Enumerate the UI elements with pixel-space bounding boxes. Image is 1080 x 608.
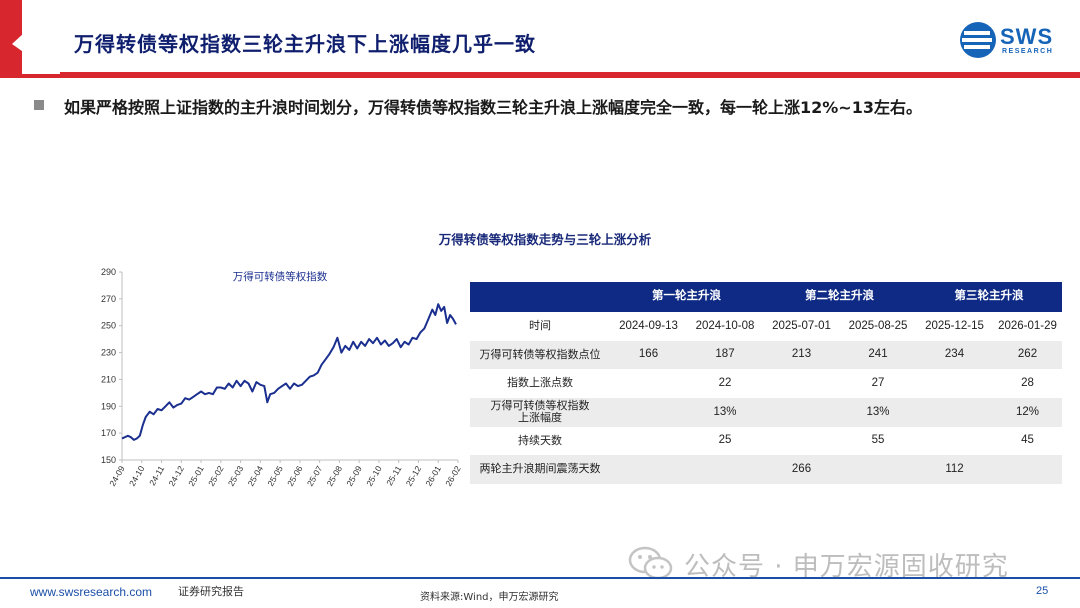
table-cell: 2025-08-25 <box>848 319 908 332</box>
table-cell <box>610 427 687 456</box>
header-banner <box>0 0 1080 78</box>
table-cell: 2025-12-15 <box>925 319 984 332</box>
x-tick-label: 25-05 <box>265 464 285 488</box>
table-cell: 241 <box>840 340 916 370</box>
table-cell: 55 <box>871 434 885 447</box>
footer-divider <box>0 577 1080 579</box>
table-cell <box>687 455 763 485</box>
table-cell <box>840 455 916 485</box>
chart-title: 万得可转债等权指数 <box>233 270 328 283</box>
x-tick-label: 25-03 <box>226 464 246 488</box>
table-cell: 112 <box>916 455 993 485</box>
table-row: 持续天数 25 55 45 <box>470 427 1062 456</box>
table-cell <box>763 398 840 427</box>
bullet-square-icon <box>34 100 44 110</box>
row-label: 时间 <box>529 320 551 333</box>
header-red-stripe <box>0 0 60 78</box>
table-row: 万得可转债等权指数上涨幅度 13% 13% 12% <box>470 398 1062 427</box>
x-tick-label: 25-10 <box>364 464 384 488</box>
table-cell <box>763 369 840 398</box>
slide-title: 万得转债等权指数三轮主升浪下上涨幅度几乎一致 <box>74 32 536 56</box>
row-label: 持续天数 <box>518 434 562 447</box>
y-tick-label: 150 <box>101 455 116 465</box>
y-tick-label: 230 <box>101 348 116 358</box>
table-cell <box>916 398 993 427</box>
table-cell: 2024-10-08 <box>695 319 755 332</box>
y-tick-label: 250 <box>101 321 116 331</box>
header-round-1: 第一轮主升浪 <box>610 282 763 312</box>
table-cell: 13% <box>840 398 916 427</box>
x-tick-label: 25-09 <box>344 464 364 488</box>
x-tick-label: 25-08 <box>325 464 345 488</box>
footer-data-source: 资料来源:Wind，申万宏源研究 <box>420 592 559 603</box>
table-cell: 2026-01-29 <box>998 319 1057 332</box>
x-tick-label: 25-12 <box>404 464 424 488</box>
y-tick-label: 170 <box>101 428 116 438</box>
x-tick-label: 25-04 <box>246 464 266 488</box>
table-header-row: 第一轮主升浪 第二轮主升浪 第三轮主升浪 <box>470 282 1062 312</box>
bullet-text: 如果严格按照上证指数的主升浪时间划分，万得转债等权指数三轮主升浪上涨幅度完全一致… <box>64 98 922 117</box>
page-number: 25 <box>1036 585 1049 597</box>
table-cell <box>610 398 687 427</box>
series-line-equal-weight-index <box>121 303 457 441</box>
x-tick-label: 24-12 <box>166 464 186 488</box>
table-row: 万得可转债等权指数点位 166 187 213 241 234 262 <box>470 340 1062 370</box>
table-cell: 262 <box>993 340 1062 370</box>
x-tick-label: 24-10 <box>127 464 147 488</box>
table-cell: 2025-07-01 <box>772 319 831 332</box>
table-cell <box>916 427 993 456</box>
table-cell: 166 <box>610 340 687 370</box>
y-tick-label: 290 <box>101 267 116 277</box>
logo-subtext: RESEARCH <box>1002 48 1054 55</box>
table-cell: 213 <box>763 340 840 370</box>
x-tick-label: 24-11 <box>147 464 166 488</box>
table-row: 两轮主升浪期间震荡天数 266 112 <box>470 455 1062 485</box>
table-cell: 234 <box>916 340 993 370</box>
table-cell: 25 <box>718 434 732 447</box>
logo-wordmark: SWS <box>1000 24 1054 49</box>
x-tick-label: 24-09 <box>107 464 127 488</box>
table-cell: 27 <box>871 377 885 390</box>
header-cell-empty <box>470 282 610 312</box>
table-cell: 45 <box>1021 434 1034 447</box>
table-cell: 266 <box>763 455 840 485</box>
header-underline <box>60 72 1080 78</box>
table-cell <box>763 427 840 456</box>
rally-analysis-table: 第一轮主升浪 第二轮主升浪 第三轮主升浪 时间 2024-09-13 2024-… <box>470 282 1062 485</box>
x-tick-label: 26-02 <box>443 464 463 488</box>
header-round-2: 第二轮主升浪 <box>763 282 916 312</box>
y-tick-label: 210 <box>101 374 116 384</box>
row-label: 指数上涨点数 <box>507 377 573 390</box>
section-title: 万得转债等权指数走势与三轮上涨分析 <box>438 232 652 247</box>
x-tick-label: 25-06 <box>285 464 305 488</box>
footer-report-type: 证券研究报告 <box>178 585 244 598</box>
table-cell <box>993 455 1062 485</box>
table-cell: 12% <box>993 398 1062 427</box>
table-cell: 187 <box>687 340 763 370</box>
x-tick-label: 25-07 <box>305 464 325 488</box>
footer-website-link[interactable]: www.swsresearch.com <box>30 585 153 599</box>
table-cell <box>610 369 687 398</box>
x-tick-label: 25-01 <box>186 464 206 488</box>
header-round-3: 第三轮主升浪 <box>916 282 1062 312</box>
table-cell: 22 <box>718 377 732 390</box>
sws-logo-icon <box>960 22 996 58</box>
table-row: 时间 2024-09-13 2024-10-08 2025-07-01 2025… <box>470 312 1062 341</box>
x-tick-label: 25-02 <box>206 464 226 488</box>
y-tick-label: 190 <box>101 401 116 411</box>
x-tick-label: 25-11 <box>384 464 403 488</box>
row-label: 万得可转债等权指数上涨幅度 <box>470 398 610 427</box>
y-tick-label: 270 <box>101 294 116 304</box>
table-cell <box>916 369 993 398</box>
x-tick-label: 26-01 <box>423 464 443 488</box>
row-label: 万得可转债等权指数点位 <box>470 340 610 370</box>
table-cell: 13% <box>687 398 763 427</box>
table-cell: 2024-09-13 <box>619 319 678 332</box>
table-row: 指数上涨点数 22 27 28 <box>470 369 1062 398</box>
row-label: 两轮主升浪期间震荡天数 <box>470 455 610 485</box>
table-cell <box>610 455 687 485</box>
table-cell: 28 <box>1021 377 1034 390</box>
